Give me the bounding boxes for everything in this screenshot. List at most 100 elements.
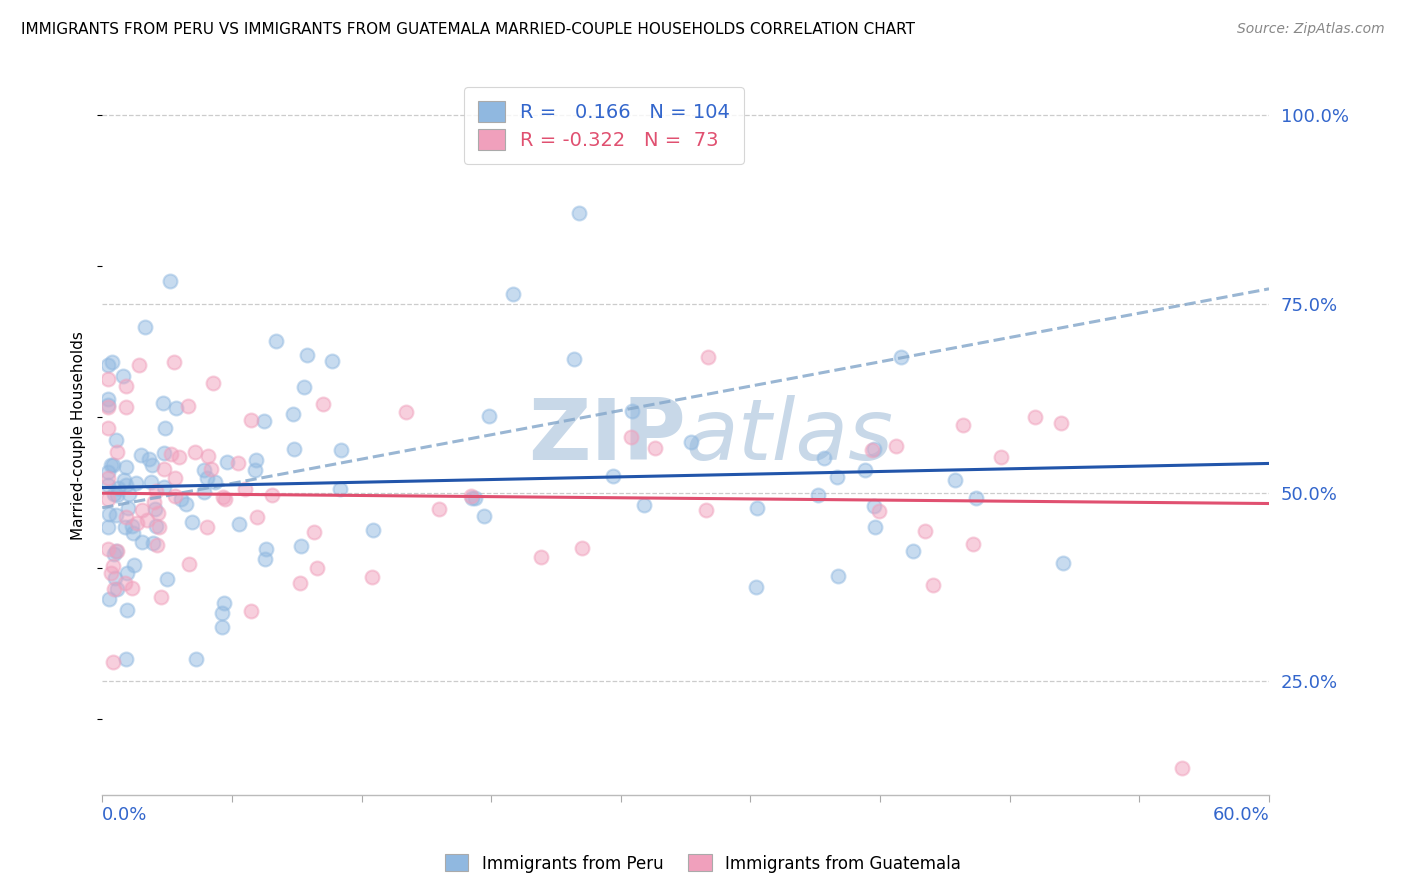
Point xyxy=(180,515,202,529)
Legend: R =   0.166   N = 104, R = -0.322   N =  73: R = 0.166 N = 104, R = -0.322 N = 73 xyxy=(464,87,744,163)
Point xyxy=(184,652,207,666)
Point xyxy=(827,568,849,582)
Point xyxy=(105,488,128,502)
Point xyxy=(97,465,120,479)
Point xyxy=(174,497,197,511)
Point xyxy=(921,577,943,591)
Point xyxy=(165,490,187,504)
Point xyxy=(97,478,120,492)
Point xyxy=(212,490,235,504)
Point xyxy=(962,537,984,551)
Point xyxy=(226,456,249,470)
Point xyxy=(305,561,328,575)
Point xyxy=(311,396,333,410)
Point xyxy=(100,566,122,580)
Point xyxy=(602,469,624,483)
Point xyxy=(264,334,287,348)
Point xyxy=(363,523,385,537)
Point xyxy=(620,404,643,418)
Point xyxy=(868,504,890,518)
Point xyxy=(121,581,143,595)
Point xyxy=(827,470,849,484)
Point xyxy=(813,450,835,465)
Point xyxy=(131,503,153,517)
Text: IMMIGRANTS FROM PERU VS IMMIGRANTS FROM GUATEMALA MARRIED-COUPLE HOUSEHOLDS CORR: IMMIGRANTS FROM PERU VS IMMIGRANTS FROM … xyxy=(21,22,915,37)
Point xyxy=(114,400,136,414)
Point xyxy=(105,544,128,558)
Point xyxy=(262,488,284,502)
Point xyxy=(141,458,163,472)
Point xyxy=(129,449,152,463)
Point xyxy=(863,442,886,456)
Point xyxy=(184,444,207,458)
Point xyxy=(177,557,200,571)
Point xyxy=(1052,556,1074,570)
Point xyxy=(97,470,120,484)
Point xyxy=(620,430,643,444)
Point xyxy=(122,526,145,541)
Point xyxy=(195,470,218,484)
Point xyxy=(472,509,495,524)
Point xyxy=(101,355,124,369)
Point xyxy=(240,604,263,618)
Point xyxy=(97,520,120,534)
Text: 0.0%: 0.0% xyxy=(103,806,148,824)
Point xyxy=(571,541,593,556)
Point xyxy=(200,462,222,476)
Point xyxy=(104,571,127,585)
Point xyxy=(136,513,159,527)
Point xyxy=(97,392,120,406)
Point xyxy=(97,491,120,506)
Point xyxy=(107,481,129,495)
Point xyxy=(695,502,717,516)
Point xyxy=(696,350,718,364)
Point xyxy=(990,450,1012,464)
Point xyxy=(197,449,219,463)
Point xyxy=(115,566,138,581)
Point xyxy=(321,354,343,368)
Point xyxy=(395,405,418,419)
Point xyxy=(159,274,181,288)
Point xyxy=(105,582,128,596)
Point xyxy=(502,286,524,301)
Point xyxy=(153,446,176,460)
Point xyxy=(148,506,170,520)
Text: Source: ZipAtlas.com: Source: ZipAtlas.com xyxy=(1237,22,1385,37)
Point xyxy=(290,575,312,590)
Point xyxy=(633,498,655,512)
Point xyxy=(965,491,987,505)
Point xyxy=(105,445,128,459)
Point xyxy=(114,520,136,534)
Point xyxy=(142,536,165,550)
Point xyxy=(145,519,167,533)
Legend: Immigrants from Peru, Immigrants from Guatemala: Immigrants from Peru, Immigrants from Gu… xyxy=(439,847,967,880)
Point xyxy=(204,475,226,490)
Point xyxy=(160,447,183,461)
Point xyxy=(644,441,666,455)
Point xyxy=(884,439,907,453)
Point xyxy=(104,508,127,523)
Point xyxy=(149,591,172,605)
Point xyxy=(97,398,120,412)
Point xyxy=(117,501,139,516)
Point xyxy=(125,475,148,490)
Point xyxy=(193,484,215,499)
Point xyxy=(243,463,266,477)
Point xyxy=(568,206,591,220)
Point xyxy=(128,358,150,372)
Point xyxy=(112,473,135,487)
Point xyxy=(197,520,219,534)
Text: 60.0%: 60.0% xyxy=(1212,806,1270,824)
Point xyxy=(121,518,143,533)
Point xyxy=(114,652,136,666)
Point xyxy=(100,458,122,472)
Point xyxy=(145,502,167,516)
Point xyxy=(254,542,277,557)
Point xyxy=(122,558,145,573)
Point xyxy=(170,492,193,507)
Point xyxy=(329,483,352,497)
Point xyxy=(177,399,200,413)
Point xyxy=(245,453,267,467)
Point xyxy=(562,351,585,366)
Point xyxy=(193,462,215,476)
